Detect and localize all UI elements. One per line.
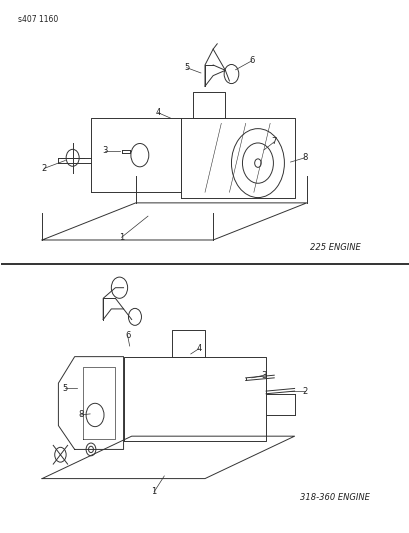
Text: 5: 5 bbox=[62, 384, 67, 393]
Text: 4: 4 bbox=[155, 108, 160, 117]
Text: 4: 4 bbox=[196, 344, 201, 353]
Text: 3: 3 bbox=[261, 370, 266, 379]
Text: 7: 7 bbox=[271, 138, 276, 147]
Text: 5: 5 bbox=[184, 63, 189, 72]
Text: 2: 2 bbox=[301, 386, 307, 395]
Text: 1: 1 bbox=[119, 233, 124, 242]
Text: 6: 6 bbox=[125, 331, 130, 340]
Text: 3: 3 bbox=[102, 147, 108, 156]
Text: 318-360 ENGINE: 318-360 ENGINE bbox=[300, 492, 369, 502]
Text: 2: 2 bbox=[41, 164, 47, 173]
Text: 225 ENGINE: 225 ENGINE bbox=[309, 244, 360, 253]
Text: 6: 6 bbox=[249, 56, 254, 65]
Text: 8: 8 bbox=[301, 154, 307, 163]
Text: 8: 8 bbox=[78, 410, 83, 419]
Text: s407 1160: s407 1160 bbox=[18, 14, 58, 23]
Text: 1: 1 bbox=[151, 487, 156, 496]
